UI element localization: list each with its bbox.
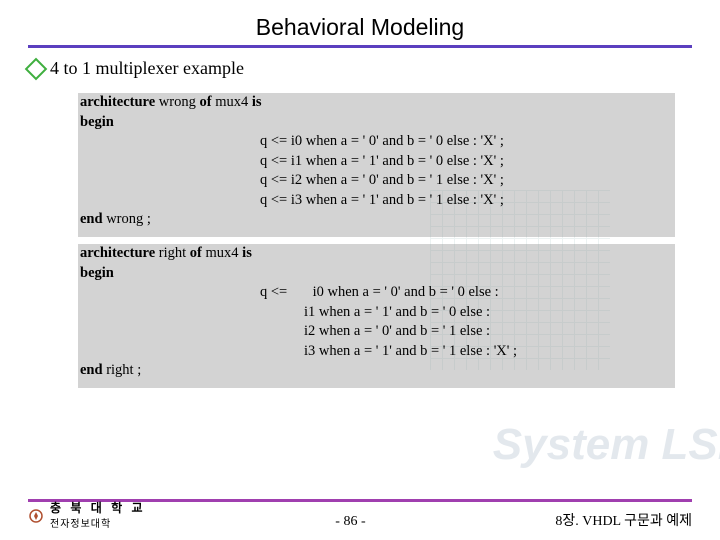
- diamond-icon: [25, 57, 48, 80]
- rule-top: [28, 45, 692, 48]
- code-line: q <= i1 when a = ' 1' and b = ' 0 else :…: [80, 152, 666, 172]
- bullet-text: 4 to 1 multiplexer example: [50, 58, 244, 79]
- slide: Behavioral Modeling 4 to 1 multiplexer e…: [0, 0, 720, 540]
- page-number: - 86 -: [335, 514, 365, 530]
- code-line: i2 when a = ' 0' and b = ' 1 else :: [80, 322, 666, 342]
- code-line: architecture right of mux4 is: [80, 244, 666, 264]
- code-line: q <= i2 when a = ' 0' and b = ' 1 else :…: [80, 171, 666, 191]
- code-line: i3 when a = ' 1' and b = ' 1 else : 'X' …: [80, 342, 666, 362]
- university-logo-icon: [28, 508, 44, 524]
- page-title: Behavioral Modeling: [28, 14, 692, 41]
- chapter-label: 8장. VHDL 구문과 예제: [555, 510, 692, 530]
- code-line: end wrong ;: [80, 210, 666, 230]
- code-line: q <= i0 when a = ' 0' and b = ' 0 else :: [80, 283, 666, 303]
- code-line: begin: [80, 113, 666, 133]
- code-block-right: architecture right of mux4 is begin q <=…: [74, 240, 672, 385]
- code-line: begin: [80, 264, 666, 284]
- code-block-wrong: architecture wrong of mux4 is begin q <=…: [74, 89, 672, 234]
- code-line: q <= i0 when a = ' 0' and b = ' 0 else :…: [80, 132, 666, 152]
- code-line: i1 when a = ' 1' and b = ' 0 else :: [80, 303, 666, 323]
- bullet-row: 4 to 1 multiplexer example: [28, 58, 692, 79]
- code-line: q <= i3 when a = ' 1' and b = ' 1 else :…: [80, 191, 666, 211]
- code-line: end right ;: [80, 361, 666, 381]
- footer: 충 북 대 학 교 전자정보대학 - 86 - 8장. VHDL 구문과 예제: [28, 502, 692, 530]
- department-name: 전자정보대학: [50, 515, 146, 530]
- code-line: architecture wrong of mux4 is: [80, 93, 666, 113]
- university-name: 충 북 대 학 교: [50, 502, 146, 515]
- footer-left: 충 북 대 학 교 전자정보대학: [28, 502, 146, 530]
